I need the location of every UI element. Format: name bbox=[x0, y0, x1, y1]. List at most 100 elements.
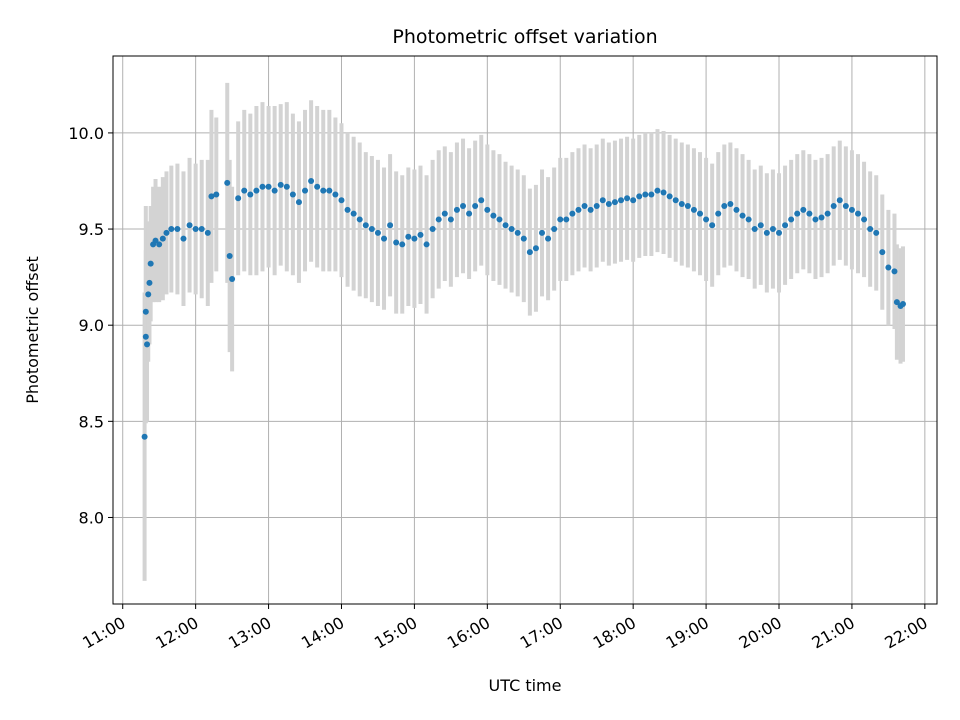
data-point bbox=[727, 201, 734, 208]
data-point bbox=[490, 212, 497, 219]
data-point bbox=[159, 235, 166, 242]
data-point bbox=[393, 239, 400, 246]
data-point bbox=[684, 202, 691, 209]
data-point bbox=[472, 202, 479, 209]
data-point bbox=[605, 201, 612, 208]
data-point bbox=[180, 235, 187, 242]
data-point bbox=[186, 222, 193, 229]
data-point bbox=[314, 183, 321, 190]
data-point bbox=[648, 191, 655, 198]
data-point bbox=[253, 187, 260, 194]
data-point bbox=[873, 229, 880, 236]
data-point bbox=[569, 210, 576, 217]
data-point bbox=[830, 202, 837, 209]
data-point bbox=[709, 222, 716, 229]
data-point bbox=[226, 252, 233, 259]
data-point bbox=[532, 245, 539, 252]
data-point bbox=[447, 216, 454, 223]
data-point bbox=[265, 183, 272, 190]
data-point bbox=[630, 197, 637, 204]
y-tick-label: 9.5 bbox=[79, 220, 104, 239]
data-point bbox=[733, 206, 740, 213]
data-point bbox=[213, 191, 220, 198]
data-point bbox=[636, 193, 643, 200]
data-point bbox=[757, 222, 764, 229]
data-point bbox=[599, 197, 606, 204]
data-point bbox=[168, 226, 175, 233]
data-point bbox=[660, 189, 667, 196]
data-point bbox=[271, 187, 278, 194]
data-point bbox=[484, 206, 491, 213]
data-point bbox=[539, 229, 546, 236]
data-point bbox=[198, 226, 205, 233]
y-tick-label: 8.5 bbox=[79, 412, 104, 431]
data-point bbox=[672, 197, 679, 204]
data-point bbox=[344, 206, 351, 213]
data-point bbox=[247, 191, 254, 198]
y-tick-label: 10.0 bbox=[68, 124, 104, 143]
data-point bbox=[453, 206, 460, 213]
data-point bbox=[362, 222, 369, 229]
data-point bbox=[423, 241, 430, 248]
data-point bbox=[229, 276, 236, 283]
data-point bbox=[788, 216, 795, 223]
data-point bbox=[581, 202, 588, 209]
data-point bbox=[192, 226, 199, 233]
data-points bbox=[141, 177, 906, 440]
data-point bbox=[259, 183, 266, 190]
data-point bbox=[514, 229, 521, 236]
data-point bbox=[611, 199, 618, 206]
data-point bbox=[147, 260, 154, 267]
y-axis: 8.0 8.5 9.0 9.5 10.0 bbox=[68, 124, 113, 527]
data-point bbox=[163, 229, 170, 236]
data-point bbox=[806, 210, 813, 217]
data-point bbox=[893, 299, 900, 306]
data-point bbox=[208, 193, 215, 200]
data-point bbox=[478, 197, 485, 204]
data-point bbox=[502, 222, 509, 229]
data-point bbox=[224, 179, 231, 186]
data-point bbox=[381, 235, 388, 242]
data-point bbox=[374, 229, 381, 236]
data-point bbox=[666, 193, 673, 200]
data-point bbox=[332, 191, 339, 198]
data-point bbox=[435, 216, 442, 223]
x-axis-label: UTC time bbox=[489, 676, 562, 695]
data-point bbox=[399, 241, 406, 248]
data-point bbox=[526, 249, 533, 256]
data-point bbox=[308, 177, 315, 184]
data-point bbox=[356, 216, 363, 223]
data-point bbox=[642, 191, 649, 198]
chart-title: Photometric offset variation bbox=[392, 26, 657, 48]
data-point bbox=[751, 226, 758, 233]
data-point bbox=[545, 235, 552, 242]
data-point bbox=[152, 237, 159, 244]
data-point bbox=[842, 202, 849, 209]
data-point bbox=[441, 210, 448, 217]
data-point bbox=[867, 226, 874, 233]
data-point bbox=[794, 210, 801, 217]
data-point bbox=[824, 210, 831, 217]
data-point bbox=[899, 301, 906, 308]
data-point bbox=[142, 308, 149, 315]
data-point bbox=[812, 216, 819, 223]
y-tick-label: 9.0 bbox=[79, 316, 104, 335]
data-point bbox=[295, 199, 302, 206]
data-point bbox=[575, 206, 582, 213]
data-point bbox=[289, 191, 296, 198]
data-point bbox=[739, 212, 746, 219]
data-point bbox=[466, 210, 473, 217]
data-point bbox=[508, 226, 515, 233]
data-point bbox=[885, 264, 892, 271]
data-point bbox=[387, 222, 394, 229]
data-point bbox=[146, 279, 153, 286]
data-point bbox=[745, 216, 752, 223]
data-point bbox=[496, 216, 503, 223]
data-point bbox=[593, 202, 600, 209]
data-point bbox=[848, 206, 855, 213]
data-point bbox=[277, 181, 284, 188]
data-point bbox=[690, 206, 697, 213]
data-point bbox=[678, 201, 685, 208]
